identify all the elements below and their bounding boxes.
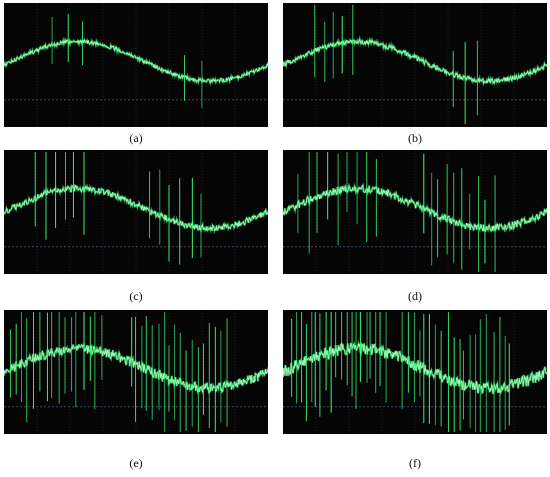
oscilloscope-f (283, 310, 547, 434)
spike-group (291, 312, 510, 432)
caption-b: (b) (408, 131, 422, 145)
caption-d: (d) (408, 289, 422, 303)
signal-trace (4, 38, 268, 85)
spike-group (314, 5, 478, 125)
panel-f (283, 310, 547, 434)
signal-trace (283, 37, 547, 85)
scope-screen (4, 150, 268, 274)
caption-c: (c) (129, 289, 143, 303)
scope-screen (4, 3, 268, 127)
oscilloscope-d (283, 150, 547, 274)
spike-group (51, 14, 203, 109)
panel-d (283, 150, 547, 274)
oscilloscope-b (283, 3, 547, 127)
spike-group (9, 312, 228, 432)
scope-screen (283, 150, 547, 274)
spike-group (34, 152, 202, 265)
caption-e: (e) (129, 456, 143, 470)
caption-a: (a) (129, 131, 143, 145)
panel-e (4, 310, 268, 434)
scope-screen (283, 3, 547, 127)
oscilloscope-c (4, 150, 268, 274)
signal-trace (283, 184, 547, 232)
panel-c (4, 150, 268, 274)
oscilloscope-a (4, 3, 268, 127)
signal-trace (283, 342, 547, 395)
panel-a (4, 3, 268, 127)
spike-group (297, 152, 496, 272)
caption-f: (f) (409, 456, 421, 470)
oscilloscope-e (4, 310, 268, 434)
panel-b (283, 3, 547, 127)
signal-trace (4, 184, 268, 232)
scope-screen (283, 310, 547, 434)
